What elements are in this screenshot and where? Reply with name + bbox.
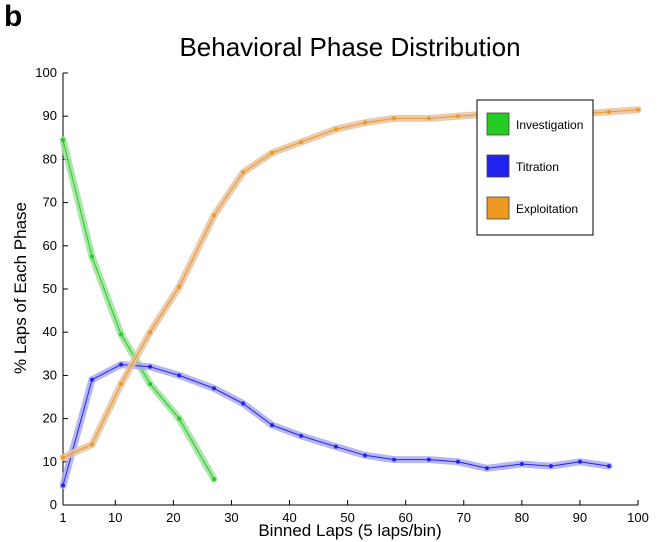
x-tick-label: 30 xyxy=(224,510,238,525)
x-tick-label: 40 xyxy=(282,510,296,525)
exploitation-data-point xyxy=(636,107,640,112)
exploitation-data-point xyxy=(241,170,246,175)
chart-title: Behavioral Phase Distribution xyxy=(179,32,520,62)
exploitation-data-point xyxy=(270,150,275,155)
investigation-data-point xyxy=(90,254,95,259)
titration-data-point xyxy=(241,401,246,406)
titration-data-point xyxy=(119,362,124,367)
legend-swatch-investigation xyxy=(486,112,510,136)
y-tick-label: 10 xyxy=(43,454,57,469)
titration-data-point xyxy=(606,464,611,469)
y-tick-label: 0 xyxy=(50,497,57,512)
y-tick-label: 50 xyxy=(43,281,57,296)
x-tick-label: 10 xyxy=(108,510,122,525)
titration-data-point xyxy=(177,373,182,378)
legend-label-investigation: Investigation xyxy=(516,118,583,132)
titration-error-band xyxy=(59,361,613,490)
titration-data-point xyxy=(484,466,489,471)
legend-swatch-titration xyxy=(486,154,510,178)
y-tick-label: 90 xyxy=(43,108,57,123)
legend-label-titration: Titration xyxy=(516,160,559,174)
investigation-data-point xyxy=(61,137,65,142)
titration-data-point xyxy=(299,433,304,438)
x-tick-label: 90 xyxy=(573,510,587,525)
exploitation-data-point xyxy=(392,116,397,121)
titration-data-point xyxy=(426,457,431,462)
investigation-data-point xyxy=(148,382,153,387)
y-tick-label: 20 xyxy=(43,411,57,426)
exploitation-data-point xyxy=(426,116,431,121)
exploitation-data-point xyxy=(61,455,65,460)
legend-swatch-exploitation xyxy=(486,196,510,220)
y-tick-label: 60 xyxy=(43,238,57,253)
investigation-data-point xyxy=(177,416,182,421)
titration-data-point xyxy=(61,483,65,488)
titration-data-point xyxy=(212,386,217,391)
exploitation-data-point xyxy=(363,120,368,125)
x-tick-label: 70 xyxy=(457,510,471,525)
x-tick-label: 1 xyxy=(59,510,66,525)
x-tick-label: 20 xyxy=(166,510,180,525)
panel-label: b xyxy=(4,0,23,33)
exploitation-data-point xyxy=(455,114,460,119)
exploitation-data-point xyxy=(606,109,611,114)
y-axis-title: % Laps of Each Phase xyxy=(11,202,30,374)
legend: Investigation Titration Exploitation xyxy=(476,99,594,236)
y-tick-label: 30 xyxy=(43,367,57,382)
titration-data-point xyxy=(148,364,153,369)
titration-data-point xyxy=(392,457,397,462)
exploitation-data-point xyxy=(119,382,124,387)
x-axis-title: Binned Laps (5 laps/bin) xyxy=(258,521,441,540)
titration-data-point xyxy=(519,461,524,466)
investigation-error-band xyxy=(59,136,218,483)
y-tick-label: 80 xyxy=(43,151,57,166)
exploitation-data-point xyxy=(177,284,182,289)
exploitation-data-point xyxy=(299,140,304,145)
investigation-data-point xyxy=(119,332,124,337)
titration-data-point xyxy=(333,444,338,449)
x-tick-label: 80 xyxy=(515,510,529,525)
x-tick-label: 60 xyxy=(398,510,412,525)
exploitation-data-point xyxy=(333,127,338,132)
titration-data-point xyxy=(548,464,553,469)
y-tick-label: 40 xyxy=(43,324,57,339)
titration-data-point xyxy=(363,453,368,458)
y-tick-label: 70 xyxy=(43,195,57,210)
exploitation-data-point xyxy=(212,213,217,218)
axes: 1 10 20 30 40 50 60 70 80 90 100 0 10 20 30 40 50 60 70 80 9… xyxy=(35,65,649,525)
legend-label-exploitation: Exploitation xyxy=(516,202,578,216)
investigation-series-line xyxy=(62,139,215,480)
titration-data-point xyxy=(270,423,275,428)
titration-data-point xyxy=(577,459,582,464)
x-tick-label: 50 xyxy=(340,510,354,525)
exploitation-data-point xyxy=(148,330,153,335)
x-tick-label: 100 xyxy=(627,510,649,525)
exploitation-data-point xyxy=(90,442,95,447)
investigation-data-point xyxy=(212,477,217,482)
y-tick-label: 100 xyxy=(35,65,57,80)
titration-data-point xyxy=(455,459,460,464)
titration-data-point xyxy=(90,377,95,382)
